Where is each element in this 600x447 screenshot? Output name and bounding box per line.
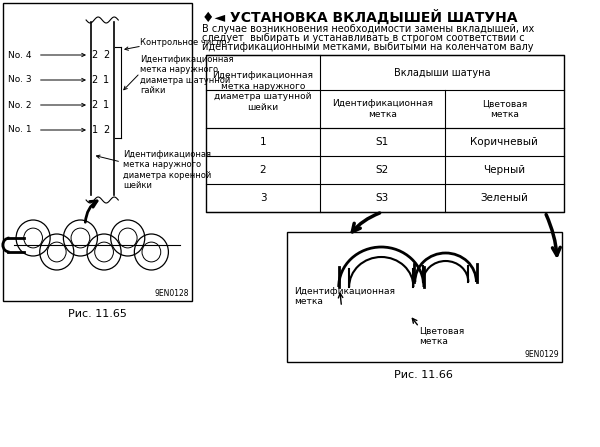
Text: 2: 2	[91, 50, 98, 60]
Text: Цветовая
метка: Цветовая метка	[482, 99, 527, 119]
Text: Рис. 11.65: Рис. 11.65	[68, 309, 127, 319]
Text: Коричневый: Коричневый	[470, 137, 538, 147]
Text: 2: 2	[103, 50, 109, 60]
Text: Контрольное число: Контрольное число	[140, 38, 226, 47]
Bar	[206, 55, 564, 212]
Text: 2: 2	[91, 75, 98, 85]
Text: 2: 2	[91, 100, 98, 110]
Text: 3: 3	[260, 193, 266, 203]
Text: Идентификационная
метка наружного
диаметра шатунной
шейки: Идентификационная метка наружного диамет…	[212, 72, 314, 112]
Text: В случае возникновения необходимости замены вкладышей, их: В случае возникновения необходимости зам…	[202, 24, 534, 34]
Text: следует  выбирать и устанавливать в строгом соответствии с: следует выбирать и устанавливать в строг…	[202, 33, 524, 43]
Bar	[287, 232, 562, 362]
Text: S3: S3	[376, 193, 389, 203]
Text: S2: S2	[376, 165, 389, 175]
Text: Идентификационная
метка: Идентификационная метка	[294, 287, 395, 306]
Text: ♦◄ УСТАНОВКА ВКЛАДЫШЕЙ ШАТУНА: ♦◄ УСТАНОВКА ВКЛАДЫШЕЙ ШАТУНА	[202, 10, 517, 25]
Text: 9EN0128: 9EN0128	[155, 289, 189, 298]
Text: 1: 1	[103, 100, 109, 110]
Text: 1: 1	[92, 125, 98, 135]
Text: 1: 1	[260, 137, 266, 147]
Text: Рис. 11.66: Рис. 11.66	[394, 370, 454, 380]
Text: 2: 2	[103, 125, 109, 135]
Text: Идентификационная
метка наружного
диаметра шатунной
гайки: Идентификационная метка наружного диамет…	[140, 55, 233, 95]
Text: Цветовая
метка: Цветовая метка	[419, 327, 464, 346]
Text: 1: 1	[103, 75, 109, 85]
Text: 2: 2	[260, 165, 266, 175]
Text: Вкладыши шатуна: Вкладыши шатуна	[394, 67, 490, 77]
Text: No. 3: No. 3	[8, 76, 31, 84]
Text: S1: S1	[376, 137, 389, 147]
Text: Зеленый: Зеленый	[481, 193, 528, 203]
Text: No. 4: No. 4	[8, 51, 31, 59]
Text: 9EN0129: 9EN0129	[524, 350, 559, 359]
Text: No. 2: No. 2	[8, 101, 31, 110]
Text: Черный: Черный	[483, 165, 526, 175]
Text: No. 1: No. 1	[8, 126, 31, 135]
Text: Идентификационная
метка: Идентификационная метка	[332, 99, 433, 119]
Text: Идентификационая
метка наружного
диаметра коренной
шейки: Идентификационая метка наружного диаметр…	[123, 150, 211, 190]
Text: идентификационными метками, выбитыми на коленчатом валу: идентификационными метками, выбитыми на …	[202, 42, 533, 52]
Bar	[3, 3, 192, 301]
